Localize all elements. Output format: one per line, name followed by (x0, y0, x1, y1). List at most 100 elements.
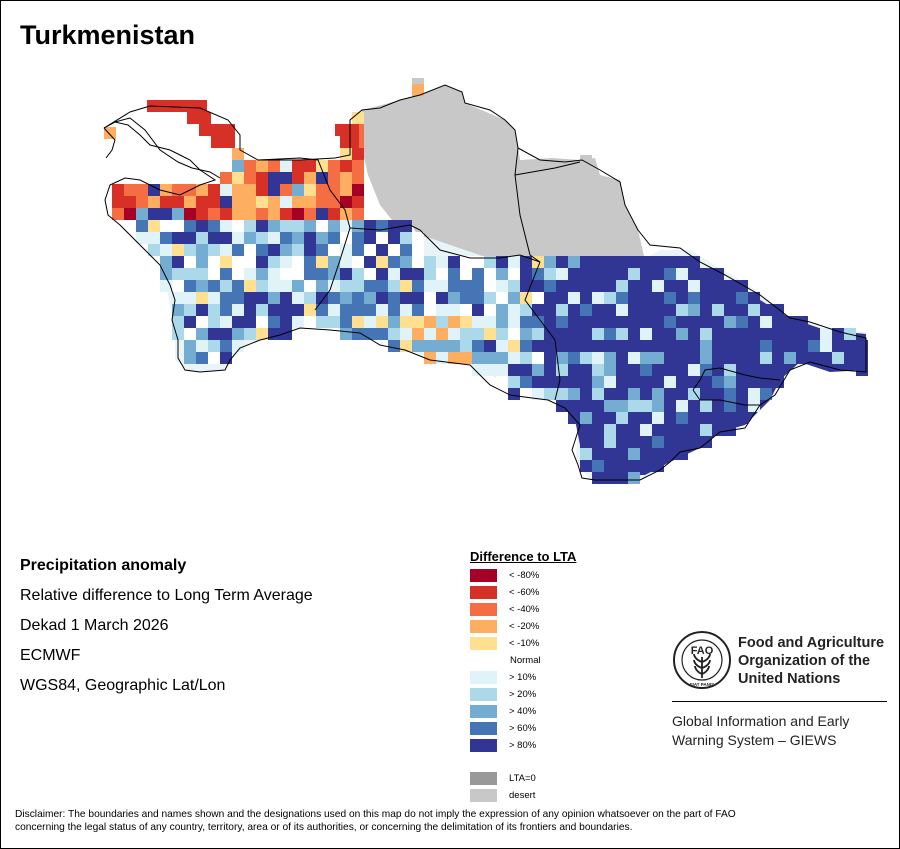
anomaly-cell (328, 256, 340, 268)
anomaly-cell (352, 232, 364, 244)
anomaly-cell (412, 328, 424, 340)
anomaly-cell (232, 172, 244, 184)
anomaly-cell (196, 220, 208, 232)
anomaly-cell (352, 316, 364, 328)
legend-label: < -40% (509, 604, 540, 615)
fao-name-line: Organization of the (738, 653, 871, 669)
anomaly-cell (772, 352, 784, 364)
anomaly-cell (676, 328, 688, 340)
anomaly-cell (352, 244, 364, 256)
anomaly-cell (700, 304, 712, 316)
anomaly-cell (340, 148, 352, 160)
anomaly-cell (388, 340, 400, 352)
anomaly-cell (208, 232, 220, 244)
anomaly-cell (640, 328, 652, 340)
map-subtitle: Relative difference to Long Term Average (20, 587, 313, 604)
anomaly-cell (604, 436, 616, 448)
anomaly-cell (544, 388, 556, 400)
anomaly-cell (580, 256, 592, 268)
anomaly-cell (712, 412, 724, 424)
anomaly-cell (328, 220, 340, 232)
anomaly-cell (232, 340, 244, 352)
anomaly-cell (676, 376, 688, 388)
anomaly-cell (604, 400, 616, 412)
anomaly-cell (208, 328, 220, 340)
anomaly-cell (628, 400, 640, 412)
anomaly-cell (568, 280, 580, 292)
anomaly-cell (628, 316, 640, 328)
anomaly-cell (712, 376, 724, 388)
anomaly-cell (712, 340, 724, 352)
anomaly-cell (460, 292, 472, 304)
anomaly-cell (580, 316, 592, 328)
anomaly-cell (724, 388, 736, 400)
anomaly-cell (448, 280, 460, 292)
anomaly-cell (652, 436, 664, 448)
anomaly-cell (400, 280, 412, 292)
anomaly-cell (220, 172, 232, 184)
legend-swatch (470, 739, 497, 752)
anomaly-cell (676, 424, 688, 436)
anomaly-cell (208, 292, 220, 304)
anomaly-cell (640, 256, 652, 268)
anomaly-cell (484, 268, 496, 280)
anomaly-cell (232, 184, 244, 196)
anomaly-cell (700, 292, 712, 304)
anomaly-cell (436, 316, 448, 328)
anomaly-cell (700, 376, 712, 388)
anomaly-cell (172, 196, 184, 208)
anomaly-cell (664, 340, 676, 352)
anomaly-cell (688, 304, 700, 316)
anomaly-cell (304, 244, 316, 256)
anomaly-cell (376, 292, 388, 304)
anomaly-cell (676, 412, 688, 424)
anomaly-cell (220, 244, 232, 256)
anomaly-cell (104, 127, 116, 139)
anomaly-cell (352, 256, 364, 268)
anomaly-cell (244, 208, 256, 220)
anomaly-cell (340, 172, 352, 184)
anomaly-cell (616, 436, 628, 448)
anomaly-cell (160, 232, 172, 244)
anomaly-cell (520, 364, 532, 376)
legend-item: < -60% (470, 584, 620, 601)
legend-swatch (470, 671, 497, 684)
anomaly-cell (436, 280, 448, 292)
anomaly-cell (208, 304, 220, 316)
anomaly-cell (796, 340, 808, 352)
disclaimer-line: concerning the legal status of any count… (15, 822, 633, 833)
anomaly-cell (616, 448, 628, 460)
anomaly-cell (700, 424, 712, 436)
anomaly-cell (196, 196, 208, 208)
anomaly-cell (820, 352, 832, 364)
anomaly-cell (220, 268, 232, 280)
anomaly-cell (712, 400, 724, 412)
disclaimer: Disclaimer: The boundaries and names sho… (15, 808, 885, 834)
anomaly-cell (688, 412, 700, 424)
anomaly-cell (664, 268, 676, 280)
anomaly-cell (544, 316, 556, 328)
anomaly-cell (148, 232, 160, 244)
anomaly-cell (628, 460, 640, 472)
anomaly-cell (856, 352, 868, 364)
anomaly-cell (520, 304, 532, 316)
anomaly-cell (268, 184, 280, 196)
giews-name: Global Information and Early Warning Sys… (672, 712, 849, 750)
anomaly-cell (652, 448, 664, 460)
anomaly-cell (268, 316, 280, 328)
anomaly-cell (652, 388, 664, 400)
anomaly-cell (172, 184, 184, 196)
anomaly-cell (244, 268, 256, 280)
anomaly-cell (232, 256, 244, 268)
anomaly-cell (292, 304, 304, 316)
anomaly-cell (616, 472, 628, 484)
anomaly-cell (592, 472, 604, 484)
anomaly-cell (472, 340, 484, 352)
anomaly-cell (340, 196, 352, 208)
anomaly-cell (316, 232, 328, 244)
anomaly-cell (664, 412, 676, 424)
anomaly-cell (604, 364, 616, 376)
anomaly-cell (700, 316, 712, 328)
anomaly-cell (640, 292, 652, 304)
anomaly-cell (256, 328, 268, 340)
